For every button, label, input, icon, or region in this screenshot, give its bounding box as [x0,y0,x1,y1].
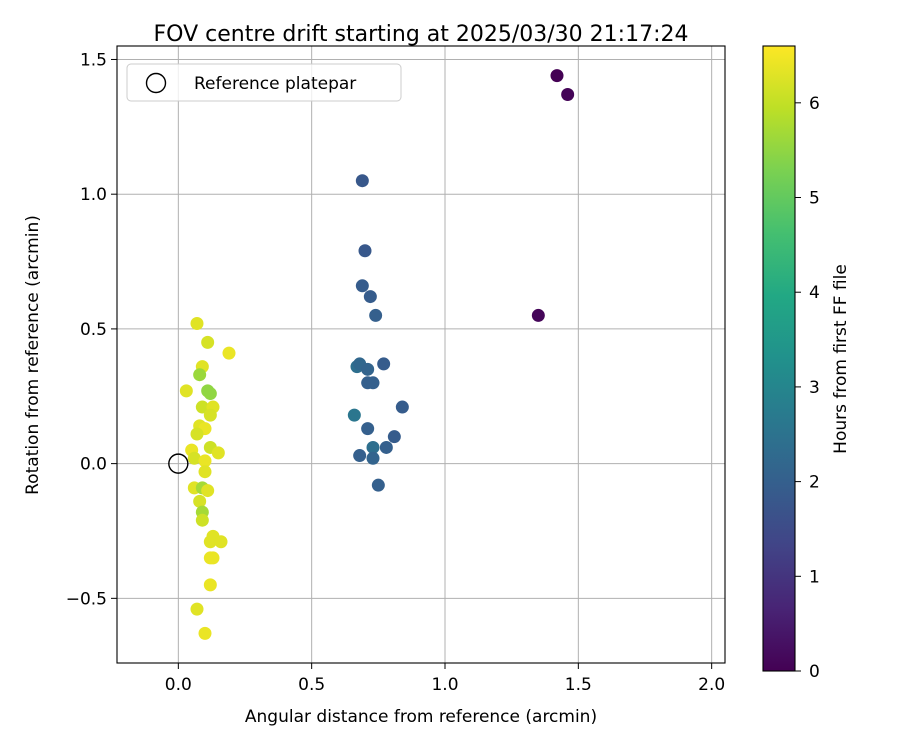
colorbar-ticks: 0 1 2 3 4 5 6 [795,94,820,682]
data-point [198,465,212,479]
data-point [203,578,217,592]
data-point [561,87,575,101]
legend-marker-icon [145,72,167,94]
colorbar-tick-label: 1 [809,567,820,587]
y-tick-label: −0.5 [66,589,107,609]
x-tick-label: 0.5 [298,675,325,695]
colorbar-tick-label: 4 [809,283,820,303]
data-point [206,551,220,565]
data-point [531,308,545,322]
data-point [358,244,372,258]
colorbar-label: Hours from first FF file [831,264,851,454]
y-tick-label: 0.5 [80,320,107,340]
colorbar-frame [762,45,796,672]
data-point [363,290,377,304]
data-point [201,484,215,498]
y-tick-label: 1.0 [80,185,107,205]
colorbar-tick-label: 2 [809,473,820,493]
data-point [190,317,204,331]
legend-box [126,63,402,102]
x-axis-label: Angular distance from reference (arcmin) [245,707,597,727]
reference-marker [168,453,189,474]
chart-title: FOV centre drift starting at 2025/03/30 … [154,22,689,47]
y-tick-label: 0.0 [80,455,107,475]
legend: Reference platepar [126,63,402,102]
data-point [550,69,564,83]
data-point [361,362,375,376]
legend-label: Reference platepar [194,74,356,94]
data-point [187,451,201,465]
plot-frame [116,45,726,664]
data-point [379,440,393,454]
reference-point-marker [168,453,189,474]
data-points [179,69,575,640]
data-point [203,535,217,549]
data-point [395,400,409,414]
data-point [387,430,401,444]
y-tick-label: 1.5 [80,50,107,70]
colorbar-tick-label: 5 [809,189,820,209]
data-point [361,422,375,436]
data-point [201,335,215,349]
data-point [347,408,361,422]
data-point [195,513,209,527]
data-point [190,427,204,441]
data-point [366,440,380,454]
x-axis-ticks: 0.0 0.5 1.0 1.5 2.0 [165,663,725,695]
data-point [198,626,212,640]
data-point [203,387,217,401]
data-point [211,446,225,460]
data-point [193,368,207,382]
colorbar-tick-label: 0 [809,662,820,682]
data-point [190,602,204,616]
data-point [195,400,209,414]
data-point [355,279,369,293]
x-tick-label: 2.0 [698,675,725,695]
x-tick-label: 1.0 [431,675,458,695]
data-point [366,451,380,465]
data-point [193,494,207,508]
colorbar-tick-label: 6 [809,94,820,114]
colorbar: 0 1 2 3 4 5 6 Hours from first FF file [762,45,851,682]
data-point [353,449,367,463]
data-point [203,408,217,422]
x-tick-label: 0.0 [165,675,192,695]
data-point [371,478,385,492]
y-axis-ticks: −0.5 0.0 0.5 1.0 1.5 [66,50,117,609]
data-point [377,357,391,371]
grid-lines [117,46,725,663]
data-point [222,346,236,360]
colorbar-tick-label: 3 [809,378,820,398]
colorbar-gradient [763,46,795,671]
data-point [366,376,380,390]
data-point [369,308,383,322]
y-axis-label: Rotation from reference (arcmin) [23,215,43,495]
data-point [355,174,369,188]
data-point [198,454,212,468]
x-tick-label: 1.5 [565,675,592,695]
data-point [214,535,228,549]
data-point [179,384,193,398]
